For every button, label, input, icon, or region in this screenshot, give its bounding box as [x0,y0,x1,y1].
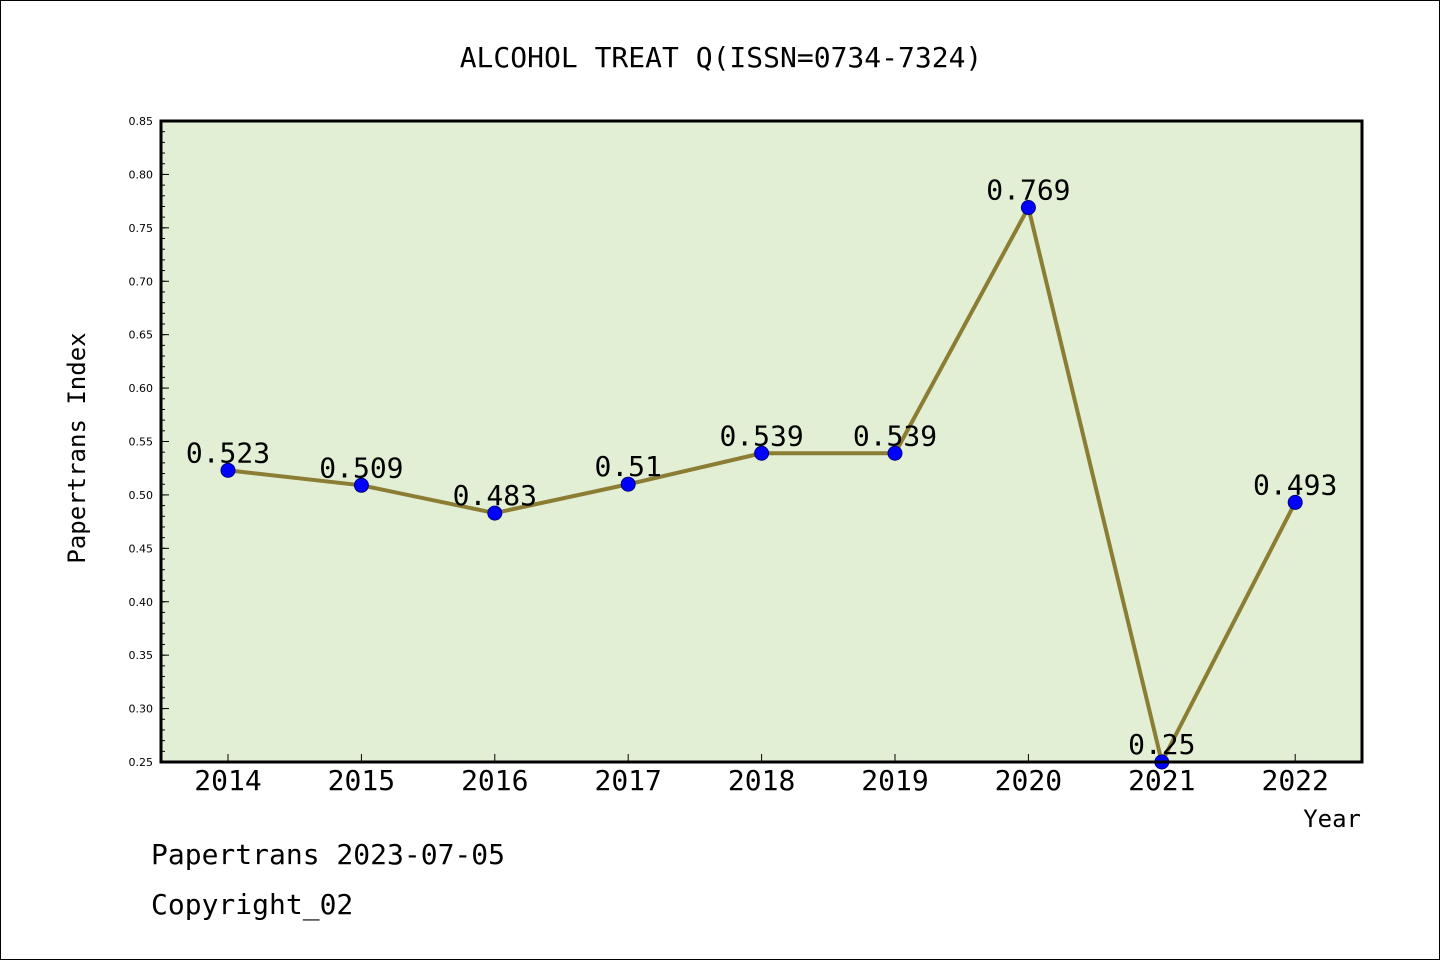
data-label: 0.509 [319,451,403,484]
data-point [620,476,636,492]
data-point [1020,200,1036,216]
data-labels: 0.523 0.509 0.483 0.51 0.539 0.539 0.769 0.25 0.… [186,174,1337,761]
y-tick-label: 0.25 [129,756,154,769]
data-label: 0.539 [719,419,803,452]
footer-date: Papertrans 2023-07-05 [151,838,505,871]
data-label: 0.539 [853,419,937,452]
data-point [887,445,903,461]
series-markers [220,200,1303,770]
footer-copyright: Copyright_02 [151,888,353,922]
chart-title: ALCOHOL TREAT Q(ISSN=0734-7324) [460,41,983,74]
data-label: 0.483 [453,479,537,512]
x-tick-label: 2018 [728,764,795,797]
x-tick-label: 2019 [861,764,928,797]
x-tick-label: 2022 [1261,764,1328,797]
y-tick-label: 0.35 [129,649,154,662]
y-tick-label: 0.60 [129,382,154,395]
x-tick-label: 2015 [328,764,395,797]
data-point [1287,494,1303,510]
data-point [353,477,369,493]
x-tick-label: 2014 [194,764,261,797]
data-label: 0.523 [186,436,270,469]
plot-border [159,119,1364,764]
y-tick-label: 0.70 [129,275,154,288]
y-tick-label: 0.85 [129,115,154,128]
data-label: 0.493 [1253,468,1337,501]
y-tick-label: 0.40 [129,596,154,609]
y-tick-label: 0.80 [129,168,154,181]
x-axis-title: Year [1303,805,1361,833]
x-tick-label: 2017 [594,764,661,797]
y-tick-label: 0.65 [129,329,154,342]
y-tick-label: 0.75 [129,222,154,235]
y-axis-ticks: 0.25 0.30 0.35 0.40 0.45 0.50 0.55 0.60 0.65 0.70… [129,115,169,769]
data-point [220,462,236,478]
data-label: 0.25 [1128,728,1195,761]
plot-area [161,121,1362,762]
x-axis-ticks: 2014 2015 2016 2017 2018 2019 2020 2021 2022 [194,754,1329,797]
y-tick-label: 0.50 [129,489,154,502]
data-point [754,445,770,461]
x-tick-label: 2016 [461,764,528,797]
y-tick-label: 0.55 [129,436,154,449]
x-tick-label: 2020 [995,764,1062,797]
data-point [487,505,503,521]
y-tick-label: 0.30 [129,703,154,716]
y-tick-label: 0.45 [129,542,154,555]
y-axis-title: Papertrans Index [63,332,91,563]
data-label: 0.769 [986,174,1070,207]
data-label: 0.51 [594,450,661,483]
